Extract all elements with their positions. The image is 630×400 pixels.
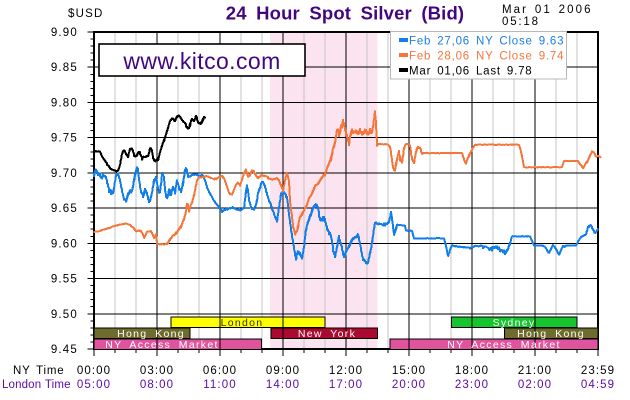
svg-text:London: London <box>221 317 264 329</box>
svg-text:08:00: 08:00 <box>140 379 174 391</box>
svg-text:15:00: 15:00 <box>392 365 426 377</box>
svg-text:$USD: $USD <box>68 8 103 20</box>
svg-text:23:00: 23:00 <box>455 379 489 391</box>
svg-text:9.65: 9.65 <box>51 203 78 215</box>
svg-text:20:00: 20:00 <box>392 379 426 391</box>
svg-text:Mar 01 2006: Mar 01 2006 <box>502 4 593 16</box>
svg-text:9.55: 9.55 <box>51 274 78 286</box>
svg-text:04:59: 04:59 <box>581 379 615 391</box>
svg-text:14:00: 14:00 <box>266 379 300 391</box>
svg-text:09:00: 09:00 <box>266 365 300 377</box>
svg-text:New York: New York <box>298 328 356 340</box>
svg-text:Hong Kong: Hong Kong <box>117 328 185 340</box>
svg-text:9.75: 9.75 <box>51 133 78 145</box>
svg-text:Feb 28,06 NY Close 9.74: Feb 28,06 NY Close 9.74 <box>409 51 564 63</box>
svg-text:23:59: 23:59 <box>581 365 615 377</box>
svg-text:00:00: 00:00 <box>77 365 111 377</box>
svg-text:12:00: 12:00 <box>329 365 363 377</box>
svg-text:9.80: 9.80 <box>51 97 78 109</box>
svg-text:9.85: 9.85 <box>51 62 78 74</box>
svg-text:9.90: 9.90 <box>51 27 78 39</box>
svg-text:06:00: 06:00 <box>203 365 237 377</box>
svg-text:11:00: 11:00 <box>203 379 236 391</box>
svg-text:9.45: 9.45 <box>51 344 78 356</box>
svg-text:03:00: 03:00 <box>140 365 174 377</box>
svg-text:Hong Kong: Hong Kong <box>517 328 585 340</box>
svg-text:NY Time: NY Time <box>13 365 64 377</box>
svg-text:02:00: 02:00 <box>518 379 552 391</box>
svg-text:17:00: 17:00 <box>329 379 363 391</box>
svg-text:NY Access Market: NY Access Market <box>105 339 218 351</box>
svg-text:NY Access Market: NY Access Market <box>447 339 560 351</box>
svg-text:9.70: 9.70 <box>51 168 78 180</box>
svg-text:Feb 27,06 NY Close 9.63: Feb 27,06 NY Close 9.63 <box>409 36 564 48</box>
svg-text:18:00: 18:00 <box>455 365 489 377</box>
svg-text:Mar 01,06 Last 9.78: Mar 01,06 Last 9.78 <box>409 66 533 78</box>
svg-text:London Time: London Time <box>2 379 71 391</box>
svg-text:24 Hour Spot Silver (Bid): 24 Hour Spot Silver (Bid) <box>226 3 464 24</box>
svg-text:www.kitco.com: www.kitco.com <box>122 48 280 74</box>
svg-text:9.60: 9.60 <box>51 238 78 250</box>
svg-text:9.50: 9.50 <box>51 309 78 321</box>
svg-text:Sydney: Sydney <box>493 317 536 329</box>
svg-text:05:18: 05:18 <box>502 16 540 28</box>
svg-text:21:00: 21:00 <box>518 365 552 377</box>
svg-text:05:00: 05:00 <box>77 379 111 391</box>
